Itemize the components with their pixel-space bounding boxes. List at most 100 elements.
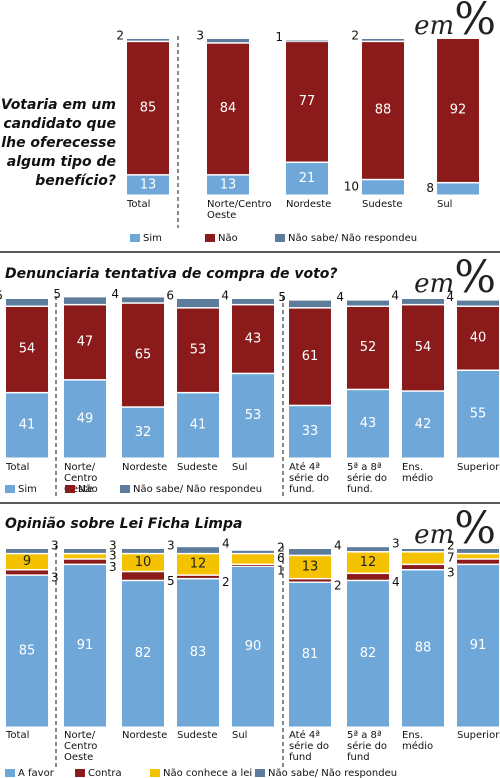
- value-label: 10: [344, 180, 359, 194]
- bar-segment: [177, 308, 219, 392]
- value-label: 53: [245, 408, 262, 423]
- chart-title: Denunciaria tentativa de compra de voto?: [5, 266, 338, 282]
- bar-segment: [347, 574, 389, 580]
- value-label: 41: [190, 418, 207, 433]
- value-label: 2: [277, 540, 285, 554]
- value-label: 55: [470, 407, 487, 422]
- legend-entry: Não: [65, 484, 98, 495]
- chart-title: Opinião sobre Lei Ficha Limpa: [5, 516, 243, 532]
- bar-segment: [289, 308, 331, 405]
- value-label: 13: [140, 177, 157, 192]
- value-label: 4: [334, 539, 342, 553]
- category-label: Ens. médio: [402, 730, 434, 752]
- bar-segment: [177, 579, 219, 727]
- category-label: Ens. médio: [402, 462, 434, 484]
- unit-prefix: em: [414, 11, 455, 41]
- value-label: 3: [51, 571, 59, 585]
- value-label: 3: [109, 560, 117, 574]
- value-label: 54: [415, 340, 432, 355]
- value-label: 12: [360, 555, 377, 570]
- legend-label: A favor: [18, 768, 54, 778]
- legend-swatch: [150, 769, 160, 777]
- value-label: 92: [450, 103, 467, 118]
- category-label: Sudeste: [177, 730, 218, 741]
- legend-swatch: [5, 485, 15, 493]
- legend-entry: Não sabe/ Não respondeu: [275, 233, 417, 244]
- bar-segment: [457, 565, 499, 727]
- legend-entry: Não conhece a lei: [150, 768, 252, 778]
- value-label: 91: [77, 638, 94, 653]
- legend-label: Sim: [18, 484, 37, 495]
- bar-segment: [64, 380, 106, 458]
- value-label: 4: [392, 575, 400, 589]
- category-label: Até 4ª série do fund: [289, 730, 330, 763]
- value-label: 88: [415, 641, 432, 656]
- legend-label: Não: [78, 484, 98, 495]
- bar-segment: [122, 554, 164, 571]
- value-label: 4: [336, 290, 344, 304]
- value-label: 2: [116, 29, 124, 43]
- unit-note: em%: [414, 503, 496, 554]
- value-label: 2: [351, 29, 359, 43]
- unit-symbol: %: [454, 0, 496, 45]
- legend-swatch: [65, 485, 75, 493]
- value-label: 53: [190, 343, 207, 358]
- bar-segment: [402, 549, 444, 552]
- bar-segment: [6, 299, 48, 306]
- unit-prefix: em: [414, 269, 455, 299]
- category-label: Superior: [457, 730, 500, 741]
- value-label: 6: [277, 551, 285, 565]
- value-label: 3: [167, 539, 175, 553]
- category-label: Sul: [232, 730, 248, 741]
- bar-segment: [286, 40, 328, 42]
- bar-segment: [402, 391, 444, 458]
- category-label: Sul: [437, 199, 453, 210]
- value-label: 1: [275, 30, 283, 44]
- bar-segment: [127, 39, 169, 41]
- bar-segment: [64, 549, 106, 553]
- value-label: 83: [190, 645, 207, 660]
- value-label: 91: [470, 638, 487, 653]
- bar-segment: [289, 406, 331, 458]
- value-label: 4: [222, 537, 230, 551]
- bar-segment: [232, 299, 274, 304]
- bar-segment: [127, 175, 169, 195]
- bar-segment: [437, 183, 479, 195]
- legend-swatch: [5, 769, 15, 777]
- bar-segment: [402, 552, 444, 564]
- legend-swatch: [75, 769, 85, 777]
- category-label: 5ª a 8ª série do fund: [347, 730, 388, 763]
- value-label: 54: [19, 342, 36, 357]
- bar-segment: [232, 550, 274, 553]
- bar-segment: [64, 554, 106, 559]
- bar-segment: [457, 549, 499, 553]
- value-label: 1: [277, 564, 285, 578]
- value-label: 9: [23, 554, 31, 569]
- bar-segment: [122, 303, 164, 407]
- bar-segment: [402, 299, 444, 304]
- bar-segment: [232, 566, 274, 727]
- value-label: 4: [391, 289, 399, 303]
- legend-entry: Não: [205, 233, 238, 244]
- legend-label: Não sabe/ Não respondeu: [288, 233, 418, 244]
- legend-swatch: [205, 234, 215, 242]
- unit-note: em%: [414, 252, 496, 303]
- value-label: 5: [53, 287, 61, 301]
- category-label: Norte/Centro Oeste: [207, 199, 272, 221]
- value-label: 4: [111, 287, 119, 301]
- legend-entry: Sim: [130, 233, 162, 244]
- unit-note: em%: [414, 0, 496, 45]
- value-label: 13: [220, 177, 237, 192]
- legend-label: Não conhece a lei: [163, 768, 253, 778]
- value-label: 2: [334, 579, 342, 593]
- value-label: 47: [77, 335, 94, 350]
- bar-segment: [289, 300, 331, 308]
- bar-segment: [6, 554, 48, 569]
- value-label: 84: [220, 101, 237, 116]
- bar-segment: [362, 42, 404, 179]
- unit-prefix: em: [414, 520, 455, 550]
- legend-entry: Não sabe/ Não respondeu: [255, 768, 397, 778]
- value-label: 61: [302, 349, 319, 364]
- bar-segment: [177, 575, 219, 578]
